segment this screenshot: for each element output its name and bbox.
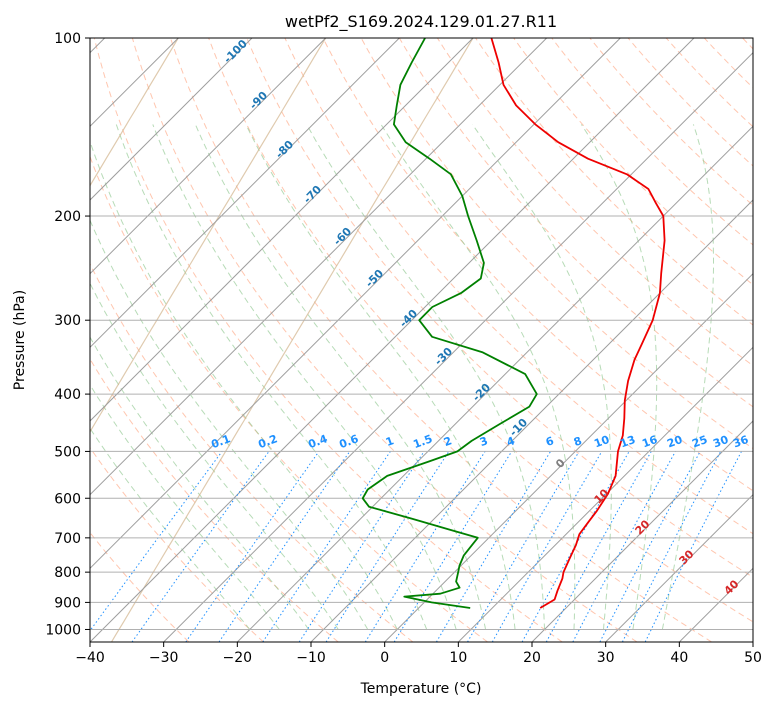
y-axis: 100 200 300 400 500 600 700 800 900 1000 <box>45 31 90 638</box>
mixing-ratio-line <box>545 451 652 642</box>
moist-adiabat-line <box>194 124 487 630</box>
mixing-ratio-label: 36 <box>731 433 750 451</box>
mixing-ratio-label: 25 <box>690 433 709 450</box>
x-axis-title: Temperature (°C) <box>360 681 482 697</box>
skewed-isotherm-line <box>90 38 695 642</box>
skewed-isotherm-line <box>457 346 753 642</box>
moist-adiabat-line <box>90 383 280 630</box>
y-tick-label: 1000 <box>45 622 81 638</box>
skewed-isotherm-line <box>90 38 548 496</box>
x-tick-label: 40 <box>670 650 688 666</box>
dry-adiabat-line <box>322 38 753 492</box>
x-tick-label: −20 <box>223 650 253 666</box>
mixing-ratio-label: 16 <box>640 433 659 451</box>
mixing-ratio-label: 0.1 <box>209 432 232 451</box>
y-tick-label: 100 <box>54 31 81 47</box>
x-tick-label: −10 <box>296 650 326 666</box>
grid-lines <box>90 38 753 630</box>
mixing-ratio-label: 1.5 <box>411 432 434 451</box>
chart-title: wetPf2_S169.2024.129.01.27.R11 <box>285 12 557 32</box>
skewed-isotherm-line <box>310 199 753 642</box>
moist-adiabat-line <box>90 336 310 630</box>
x-tick-label: −40 <box>75 650 105 666</box>
mixing-ratio-label: 3 <box>478 434 490 449</box>
mixing-ratio-label: 20 <box>665 433 684 451</box>
mixing-ratio-line <box>218 451 351 642</box>
mixing-ratio-label: 4 <box>505 434 517 449</box>
x-tick-label: 50 <box>744 650 762 666</box>
dry-adiabat-line <box>208 38 753 623</box>
y-tick-label: 400 <box>54 387 81 403</box>
moist-adiabat-line <box>90 282 339 630</box>
mixing-ratio-label: 2 <box>442 434 454 449</box>
series-group <box>361 38 666 609</box>
moist-adiabat-line <box>245 124 516 630</box>
x-tick-label: −30 <box>149 650 179 666</box>
moist-adiabat-line <box>90 139 398 630</box>
moist-adiabat-line <box>306 124 545 630</box>
upper-curve-line <box>110 38 474 642</box>
dry-adiabat-line <box>246 38 753 578</box>
skewed-isotherm-line <box>90 38 621 570</box>
y-tick-label: 700 <box>54 531 81 547</box>
mixing-ratio-label: 6 <box>544 434 556 449</box>
y-tick-label: 900 <box>54 595 81 611</box>
x-tick-label: 0 <box>380 650 389 666</box>
skewed-isotherm-line <box>90 38 474 422</box>
x-tick-label: 20 <box>523 650 541 666</box>
mixing-ratio-label: 8 <box>572 434 584 449</box>
moist-adiabat-line <box>380 124 576 630</box>
dry-adiabat-line <box>398 38 753 408</box>
mixing-ratio-label: 0.2 <box>256 432 279 451</box>
upper-curve-line <box>90 38 179 187</box>
skewed-isotherm-line <box>90 38 400 349</box>
plot-frame <box>89 37 754 643</box>
temperature-line <box>490 38 666 609</box>
mixing-ratio-label: 0.4 <box>306 432 329 451</box>
y-tick-label: 600 <box>54 491 81 507</box>
mixing-ratio-line <box>325 451 450 642</box>
dry-adiabat-line <box>627 38 753 167</box>
skewed-isotherm-line <box>90 38 327 275</box>
mixing-ratio-line <box>467 451 580 642</box>
skewed-isotherm-line <box>531 420 753 642</box>
dry-adiabat-line <box>513 38 753 286</box>
mixing-ratio-line <box>435 451 552 642</box>
mixing-ratio-label: 30 <box>711 433 730 451</box>
mixing-ratio-label: 10 <box>592 433 611 451</box>
y-tick-label: 800 <box>54 565 81 581</box>
skewed-isotherm-line <box>90 38 253 201</box>
y-tick-label: 500 <box>54 444 81 460</box>
moist-adiabat-line <box>661 124 714 630</box>
mixing-ratio-line <box>393 451 513 642</box>
dry-adiabat-line <box>90 446 264 642</box>
dry-adiabat-line <box>93 38 563 642</box>
moist-adiabat-line <box>152 124 457 630</box>
x-axis: −40 −30 −20 −10 0 10 20 30 40 50 <box>75 642 762 666</box>
mixing-ratio-label: 1 <box>384 434 396 449</box>
skewed-isotherm-line <box>605 493 753 642</box>
mixing-ratio-label: 13 <box>618 433 637 450</box>
dry-adiabat-line <box>90 262 414 642</box>
mixing-ratio-line <box>572 451 676 642</box>
y-tick-label: 200 <box>54 209 81 225</box>
x-tick-label: 10 <box>449 650 467 666</box>
skewed-isotherm-line <box>384 272 753 642</box>
mixing-ratio-line <box>131 451 270 642</box>
upper-curve-line <box>90 38 327 433</box>
mixing-ratio-line <box>364 451 486 642</box>
y-tick-label: 300 <box>54 313 81 329</box>
mixing-ratio-line <box>491 451 603 642</box>
skewed-isotherm-line <box>163 51 753 642</box>
moist-adiabat-line <box>580 124 658 630</box>
mixing-ratio-label: 0.6 <box>337 432 360 451</box>
y-axis-title: Pressure (hPa) <box>12 290 28 390</box>
skewed-isotherm-line <box>236 125 753 642</box>
x-tick-label: 30 <box>597 650 615 666</box>
mixing-ratio-line <box>90 451 223 632</box>
dewpoint-line <box>361 38 538 609</box>
